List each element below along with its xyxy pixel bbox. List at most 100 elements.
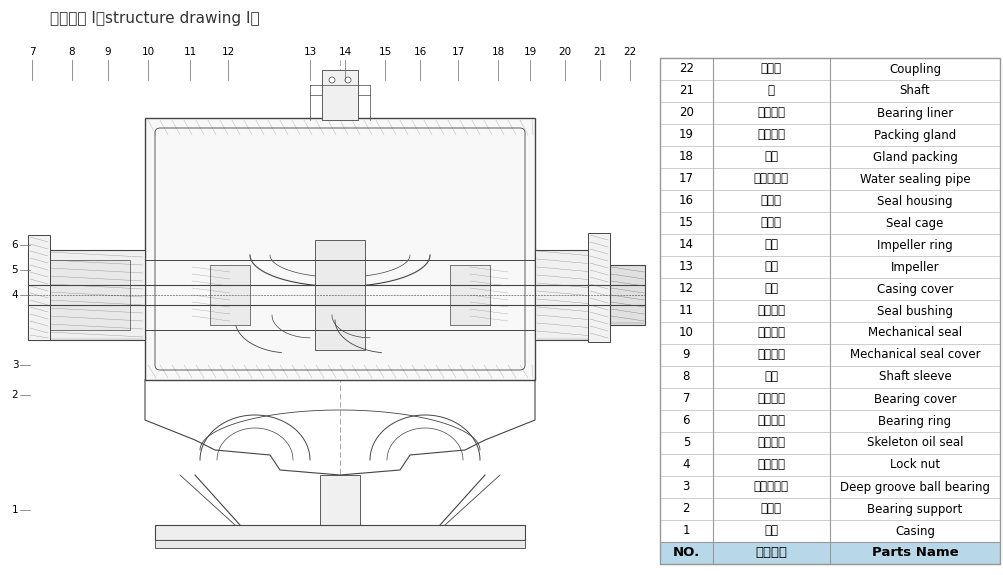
Circle shape (329, 77, 335, 83)
Bar (659, 190, 999, 212)
Bar (659, 498, 999, 520)
Text: Gland packing: Gland packing (872, 151, 957, 163)
Text: 1: 1 (682, 524, 689, 538)
Bar (28, 250, 144, 340)
Text: 轴承衬圈: 轴承衬圈 (756, 106, 784, 120)
Bar (659, 212, 999, 234)
Bar (659, 300, 999, 322)
Text: 2: 2 (682, 503, 689, 516)
Text: 21: 21 (593, 47, 606, 57)
Text: Seal housing: Seal housing (877, 194, 952, 208)
Text: Lock nut: Lock nut (889, 458, 939, 472)
Text: Mechanical seal: Mechanical seal (867, 327, 961, 339)
Text: 泵盖: 泵盖 (763, 282, 777, 296)
Text: 零件名称: 零件名称 (754, 546, 786, 559)
Text: 20: 20 (678, 106, 693, 120)
Text: 联轴器: 联轴器 (760, 63, 781, 75)
Text: 22: 22 (678, 63, 693, 75)
Bar (154, 525, 525, 540)
Text: 泵体: 泵体 (763, 524, 777, 538)
Text: 9: 9 (104, 47, 111, 57)
Bar (659, 322, 999, 344)
Text: 19: 19 (523, 47, 536, 57)
Text: Bearing support: Bearing support (867, 503, 962, 516)
Bar (315, 240, 365, 350)
Bar (659, 542, 999, 564)
Text: 6: 6 (682, 415, 689, 427)
Bar (659, 278, 999, 300)
Text: Bearing cover: Bearing cover (873, 393, 955, 405)
Text: 13: 13 (678, 260, 693, 274)
Bar (588, 233, 610, 342)
Text: 5: 5 (12, 265, 18, 275)
Text: Casing cover: Casing cover (876, 282, 952, 296)
Text: 密封体: 密封体 (760, 194, 781, 208)
Text: Impeller ring: Impeller ring (877, 239, 952, 251)
Text: Parts Name: Parts Name (871, 546, 957, 559)
Text: 3: 3 (682, 481, 689, 493)
Bar (610, 265, 644, 325)
Text: Water sealing pipe: Water sealing pipe (859, 172, 969, 186)
Text: 5: 5 (682, 436, 689, 450)
Text: Skeleton oil seal: Skeleton oil seal (866, 436, 962, 450)
Text: Deep groove ball bearing: Deep groove ball bearing (840, 481, 989, 493)
Bar (659, 102, 999, 124)
Text: 15: 15 (678, 217, 693, 229)
Text: 8: 8 (682, 370, 689, 384)
Text: 2: 2 (12, 390, 18, 400)
Bar (659, 432, 999, 454)
Text: 10: 10 (141, 47, 154, 57)
Text: 1: 1 (12, 505, 18, 515)
Bar (322, 70, 358, 120)
Text: 17: 17 (678, 172, 693, 186)
Bar (28, 235, 50, 340)
Text: Bearing liner: Bearing liner (876, 106, 952, 120)
Bar (144, 118, 535, 380)
Text: 17: 17 (451, 47, 464, 57)
Bar (659, 124, 999, 146)
Text: 18: 18 (678, 151, 693, 163)
Text: Casing: Casing (894, 524, 934, 538)
Text: Shaft: Shaft (899, 85, 930, 98)
Bar (659, 256, 999, 278)
Text: Seal cage: Seal cage (886, 217, 943, 229)
Text: Mechanical seal cover: Mechanical seal cover (849, 348, 979, 362)
Text: 21: 21 (678, 85, 693, 98)
Bar (659, 58, 999, 80)
Bar (659, 344, 999, 366)
Text: Impeller: Impeller (890, 260, 939, 274)
Text: 密封衬套: 密封衬套 (756, 305, 784, 317)
Bar (659, 234, 999, 256)
Text: 7: 7 (682, 393, 689, 405)
Circle shape (345, 77, 351, 83)
Text: Seal bushing: Seal bushing (877, 305, 952, 317)
Text: 9: 9 (682, 348, 689, 362)
Bar (659, 58, 999, 564)
Text: 轴承压盖: 轴承压盖 (756, 393, 784, 405)
Text: 轴承体: 轴承体 (760, 503, 781, 516)
Bar (659, 366, 999, 388)
Text: 11: 11 (678, 305, 693, 317)
Text: 轴: 轴 (767, 85, 774, 98)
Bar (535, 250, 607, 340)
Text: 填料环: 填料环 (760, 217, 781, 229)
Text: NO.: NO. (672, 546, 699, 559)
Text: 14: 14 (678, 239, 693, 251)
Text: 12: 12 (678, 282, 693, 296)
Bar (659, 476, 999, 498)
Text: 3: 3 (12, 360, 18, 370)
Text: Coupling: Coupling (888, 63, 940, 75)
Text: 7: 7 (29, 47, 35, 57)
Bar (659, 454, 999, 476)
Text: Shaft sleeve: Shaft sleeve (878, 370, 951, 384)
Bar (659, 520, 999, 542)
Text: 18: 18 (490, 47, 505, 57)
Bar (659, 146, 999, 168)
Text: 14: 14 (338, 47, 351, 57)
Bar (659, 80, 999, 102)
Bar (659, 410, 999, 432)
Bar (449, 265, 489, 325)
Text: 轴承压环: 轴承压环 (756, 415, 784, 427)
Bar (210, 265, 250, 325)
Text: Packing gland: Packing gland (873, 128, 955, 141)
